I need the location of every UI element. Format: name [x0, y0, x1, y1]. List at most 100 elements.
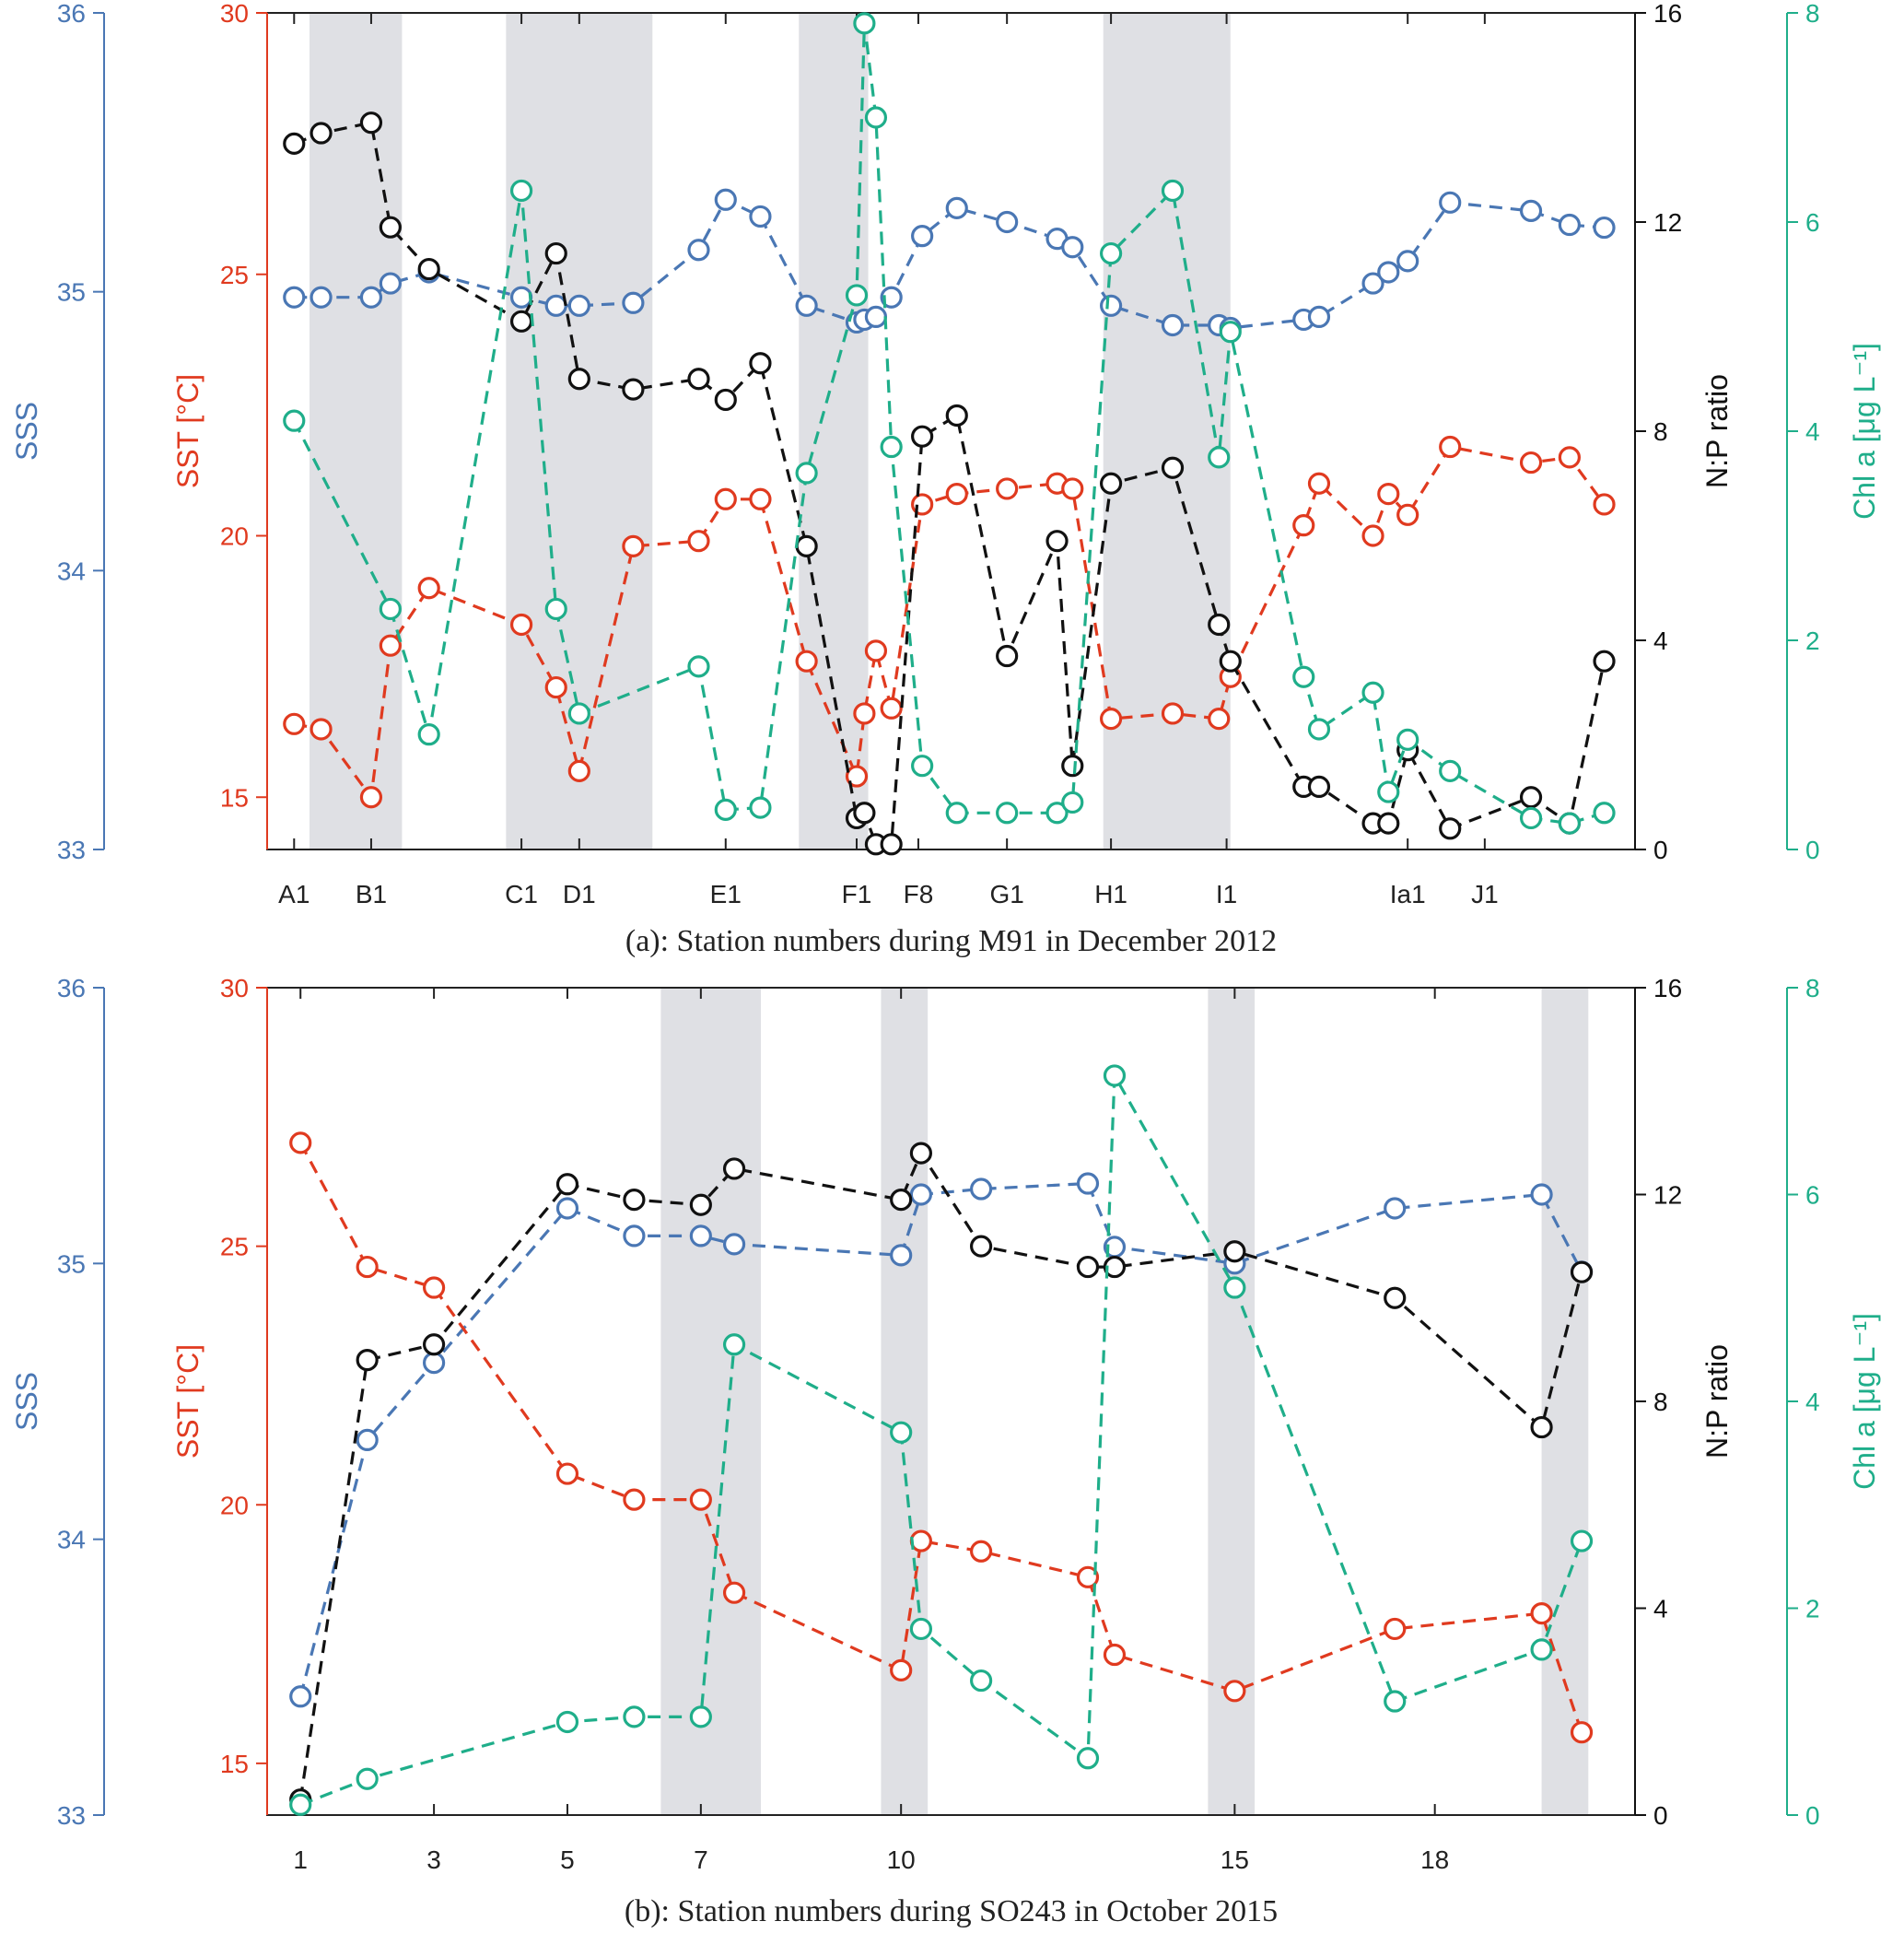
data-point-sst [1061, 477, 1084, 500]
data-point-sst [1593, 493, 1616, 516]
data-point-sst [555, 1462, 579, 1485]
data-point-chl [689, 1705, 712, 1728]
data-point-chl [1208, 446, 1231, 469]
sss-tick-label: 33 [57, 836, 86, 864]
data-point-sst [509, 613, 533, 637]
data-point-np [1384, 1286, 1407, 1309]
series-line-np [298, 1150, 1583, 1800]
data-point-sss [1593, 216, 1616, 240]
data-point-sss [356, 1428, 379, 1452]
data-point-sss [1377, 261, 1400, 284]
data-point-np [911, 425, 934, 448]
data-point-sss [687, 239, 710, 262]
data-point-sss [623, 1224, 646, 1248]
data-point-chl [283, 409, 306, 432]
x-tick-label: J1 [1471, 880, 1499, 908]
np-tick-label: 4 [1653, 627, 1668, 655]
data-point-sst [356, 1255, 379, 1279]
data-point-chl [1570, 1529, 1594, 1552]
data-point-sst [623, 1488, 646, 1511]
data-point-sss [509, 286, 533, 309]
data-point-np [359, 111, 383, 135]
data-point-np [1439, 817, 1462, 840]
data-point-np [567, 368, 590, 391]
data-point-np [283, 132, 306, 155]
x-tick-label: A1 [278, 880, 310, 908]
plot-frame [266, 12, 1636, 850]
data-point-sss [1384, 1197, 1407, 1220]
data-point-chl [1558, 812, 1581, 835]
data-point-sst [1223, 1680, 1246, 1703]
data-point-np [969, 1235, 993, 1258]
data-point-np [1519, 786, 1543, 809]
data-point-np [310, 122, 333, 145]
data-point-np [1377, 812, 1400, 835]
data-point-chl [356, 1767, 379, 1790]
data-point-sst [1530, 1602, 1553, 1625]
data-point-sst [289, 1131, 312, 1154]
data-point-sss [1519, 199, 1543, 222]
data-point-sst [544, 675, 567, 699]
sst-tick-label: 25 [220, 1233, 249, 1261]
data-point-np [1103, 1255, 1127, 1279]
data-point-sst [1361, 524, 1384, 547]
data-point-sst [722, 1581, 746, 1604]
data-point-sss [310, 286, 333, 309]
data-point-chl [1103, 1064, 1127, 1087]
data-point-sss [864, 305, 888, 329]
data-point-sss [911, 225, 934, 248]
chl-tick-label: 0 [1805, 836, 1820, 864]
data-point-chl [509, 179, 533, 203]
data-point-sst [1307, 472, 1331, 495]
data-point-chl [969, 1669, 993, 1693]
data-point-sst [1558, 446, 1581, 469]
np-tick-label: 8 [1653, 1388, 1668, 1416]
data-point-chl [1439, 759, 1462, 782]
data-point-chl [687, 655, 710, 678]
chl-tick-label: 4 [1805, 417, 1820, 446]
data-point-sss [289, 1685, 312, 1708]
data-point-chl [1593, 802, 1616, 825]
shaded-band [660, 988, 762, 1815]
data-point-sst [422, 1276, 446, 1299]
data-point-sss [1099, 294, 1123, 317]
data-point-np [853, 802, 876, 825]
data-point-np [945, 404, 968, 428]
data-point-chl [1099, 241, 1123, 265]
x-tick-label: 3 [426, 1845, 441, 1874]
data-point-chl [1396, 728, 1419, 751]
data-point-sst [864, 639, 888, 662]
data-point-sss [1307, 305, 1331, 329]
data-point-sst [622, 534, 645, 557]
data-point-chl [417, 723, 440, 746]
data-point-sst [1519, 451, 1543, 474]
data-point-sst [1099, 708, 1123, 731]
data-point-chl [289, 1793, 312, 1816]
np-tick-label: 16 [1653, 974, 1682, 1002]
data-point-sss [567, 294, 590, 317]
sst-axis-label: SST [°C] [171, 1344, 204, 1459]
data-point-chl [853, 12, 876, 35]
data-point-sss [544, 294, 567, 317]
data-point-np [714, 388, 737, 412]
data-point-chl [1061, 791, 1084, 814]
x-tick-label: D1 [563, 880, 596, 908]
chl-axis-label: Chl a [μg L⁻¹] [1848, 343, 1881, 520]
chl-tick-label: 2 [1805, 627, 1820, 655]
data-point-sss [1076, 1172, 1100, 1195]
sss-tick-label: 33 [57, 1801, 86, 1830]
data-point-np [1570, 1260, 1594, 1283]
data-point-np [880, 833, 903, 856]
data-point-sst [1377, 482, 1400, 506]
data-point-chl [623, 1705, 646, 1728]
chl-tick-label: 6 [1805, 208, 1820, 237]
data-point-sss [1161, 313, 1185, 337]
data-point-np [1223, 1240, 1246, 1263]
data-point-chl [1377, 780, 1400, 803]
data-point-sss [1396, 250, 1419, 273]
data-point-np [1208, 613, 1231, 637]
series-line-sss [298, 1181, 1583, 1697]
data-point-chl [555, 1710, 579, 1734]
data-point-chl [1223, 1276, 1246, 1299]
data-point-sss [555, 1197, 579, 1220]
